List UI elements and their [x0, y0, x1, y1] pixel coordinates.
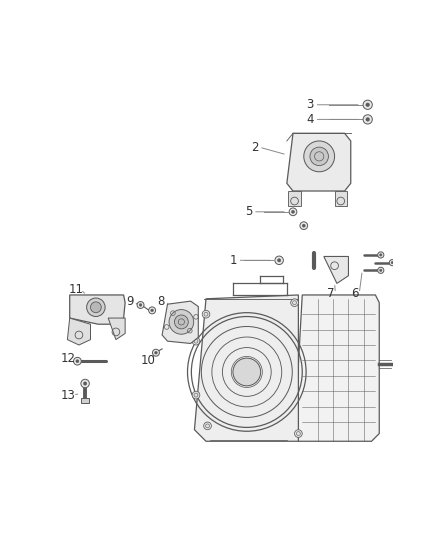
Circle shape	[148, 307, 155, 314]
Circle shape	[169, 310, 194, 334]
Circle shape	[300, 222, 307, 230]
Circle shape	[289, 208, 297, 216]
Text: 7: 7	[327, 287, 335, 300]
Circle shape	[152, 349, 159, 356]
Circle shape	[277, 259, 281, 262]
Text: 6: 6	[351, 287, 358, 300]
Text: 10: 10	[141, 354, 155, 367]
Text: 12: 12	[61, 352, 76, 365]
Text: 1: 1	[229, 254, 237, 267]
Text: 3: 3	[306, 98, 314, 111]
Circle shape	[291, 299, 298, 306]
Circle shape	[380, 269, 382, 271]
Circle shape	[192, 337, 200, 345]
Circle shape	[275, 256, 283, 264]
PathPatch shape	[294, 295, 379, 441]
PathPatch shape	[194, 295, 298, 441]
Circle shape	[366, 103, 370, 107]
Circle shape	[83, 382, 87, 385]
Circle shape	[76, 360, 79, 363]
Circle shape	[391, 261, 394, 264]
PathPatch shape	[67, 318, 91, 345]
Text: 13: 13	[61, 389, 76, 401]
Circle shape	[363, 100, 372, 109]
Circle shape	[204, 422, 212, 430]
PathPatch shape	[162, 301, 198, 343]
PathPatch shape	[287, 133, 351, 191]
Circle shape	[137, 302, 144, 309]
Circle shape	[155, 351, 157, 354]
Circle shape	[302, 224, 305, 227]
Circle shape	[192, 391, 200, 399]
Text: 8: 8	[158, 295, 165, 308]
Circle shape	[378, 252, 384, 258]
Circle shape	[363, 115, 372, 124]
Circle shape	[380, 254, 382, 256]
FancyBboxPatch shape	[288, 191, 301, 206]
FancyBboxPatch shape	[81, 398, 89, 403]
Circle shape	[91, 302, 101, 313]
Text: 9: 9	[126, 295, 134, 308]
Circle shape	[233, 358, 261, 386]
Text: 11: 11	[68, 283, 83, 296]
PathPatch shape	[70, 295, 125, 324]
Circle shape	[87, 298, 105, 317]
PathPatch shape	[324, 256, 349, 284]
Circle shape	[174, 315, 188, 329]
Circle shape	[304, 141, 335, 172]
Text: 2: 2	[251, 141, 258, 154]
Circle shape	[139, 304, 142, 306]
Circle shape	[378, 267, 384, 273]
Circle shape	[202, 310, 210, 318]
Text: 4: 4	[306, 113, 314, 126]
Text: 5: 5	[245, 205, 252, 219]
FancyBboxPatch shape	[335, 191, 347, 206]
Circle shape	[294, 430, 302, 438]
Circle shape	[291, 210, 294, 213]
Circle shape	[151, 309, 153, 312]
PathPatch shape	[108, 318, 125, 340]
Circle shape	[74, 357, 81, 365]
Circle shape	[389, 260, 396, 265]
Circle shape	[310, 147, 328, 166]
Circle shape	[366, 118, 370, 121]
Circle shape	[81, 379, 89, 387]
